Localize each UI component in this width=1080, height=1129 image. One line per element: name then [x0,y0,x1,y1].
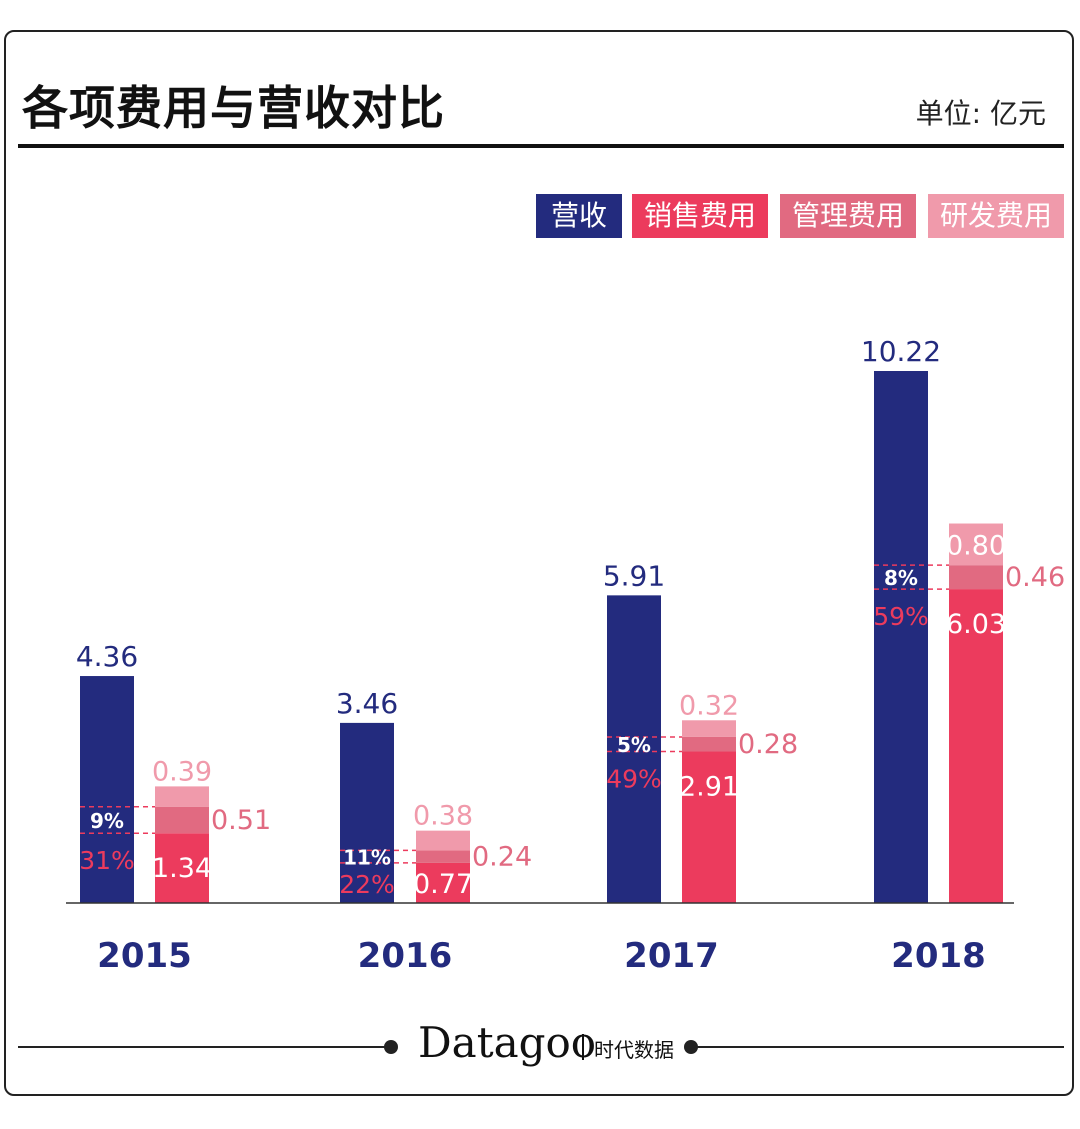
tick-label-2016: 2016 [358,936,453,976]
footer-dot-right [684,1040,698,1054]
bar-admin-2017 [682,736,736,752]
bar-revenue-2015 [80,676,134,903]
bar-rd-2018 [949,523,1003,566]
bar-sales-2016 [416,862,470,903]
bar-revenue-2016 [340,722,394,903]
bar-revenue-2017 [607,595,661,903]
ratio-admin-2018: 8% [884,566,918,590]
legend-admin: 管理费用 [780,194,916,238]
label-revenue-2016: 3.46 [336,687,398,720]
tick-label-2018: 2018 [891,936,986,976]
ratio-admin-2017: 5% [617,733,651,757]
chart-frame [4,30,1074,1096]
brand-separator [582,1034,584,1060]
ratio-admin-2015: 9% [90,809,124,833]
label-sales-2015: 1.34 [152,853,212,884]
label-sales-2016: 0.77 [413,869,473,900]
ratio-sales-2016: 22% [339,870,395,899]
bar-revenue-2018 [874,371,928,903]
legend-sales: 销售费用 [632,194,768,238]
label-admin-2015: 0.51 [211,805,271,836]
legend-revenue: 营收 [536,194,622,238]
ratio-sales-2015: 31% [79,846,135,875]
ratio-sales-2018: 59% [873,602,929,631]
chart-title: 各项费用与营收对比 [22,81,445,135]
unit-label: 单位: 亿元 [915,97,1046,130]
label-rd-2018: 0.80 [946,530,1006,561]
footer-dot-left [384,1040,398,1054]
bar-sales-2015 [155,833,209,903]
label-admin-2017: 0.28 [738,729,798,760]
label-sales-2018: 6.03 [946,609,1006,640]
tick-label-2017: 2017 [624,936,719,976]
bar-rd-2016 [416,830,470,851]
label-admin-2016: 0.24 [472,842,532,873]
brand-logo: Datagoo [418,1018,597,1067]
bar-sales-2017 [682,751,736,903]
label-revenue-2015: 4.36 [76,640,138,673]
label-revenue-2017: 5.91 [603,559,665,592]
brand-cn: 时代数据 [594,1038,674,1062]
label-rd-2017: 0.32 [679,690,739,721]
ratio-sales-2017: 49% [606,765,662,794]
bar-admin-2016 [416,850,470,863]
footer-line-left [18,1046,390,1048]
bar-admin-2015 [155,806,209,834]
bar-rd-2017 [682,720,736,737]
legend-rd: 研发费用 [928,194,1064,238]
label-rd-2015: 0.39 [152,756,212,787]
title-rule [18,144,1064,148]
ratio-admin-2016: 11% [343,846,391,870]
bar-admin-2018 [949,565,1003,590]
label-sales-2017: 2.91 [679,772,739,803]
footer-line-right [694,1046,1064,1048]
bar-sales-2018 [949,589,1003,903]
label-admin-2018: 0.46 [1005,562,1065,593]
label-rd-2016: 0.38 [413,801,473,832]
tick-label-2015: 2015 [97,936,192,976]
bar-rd-2015 [155,786,209,807]
label-revenue-2018: 10.22 [861,335,941,368]
